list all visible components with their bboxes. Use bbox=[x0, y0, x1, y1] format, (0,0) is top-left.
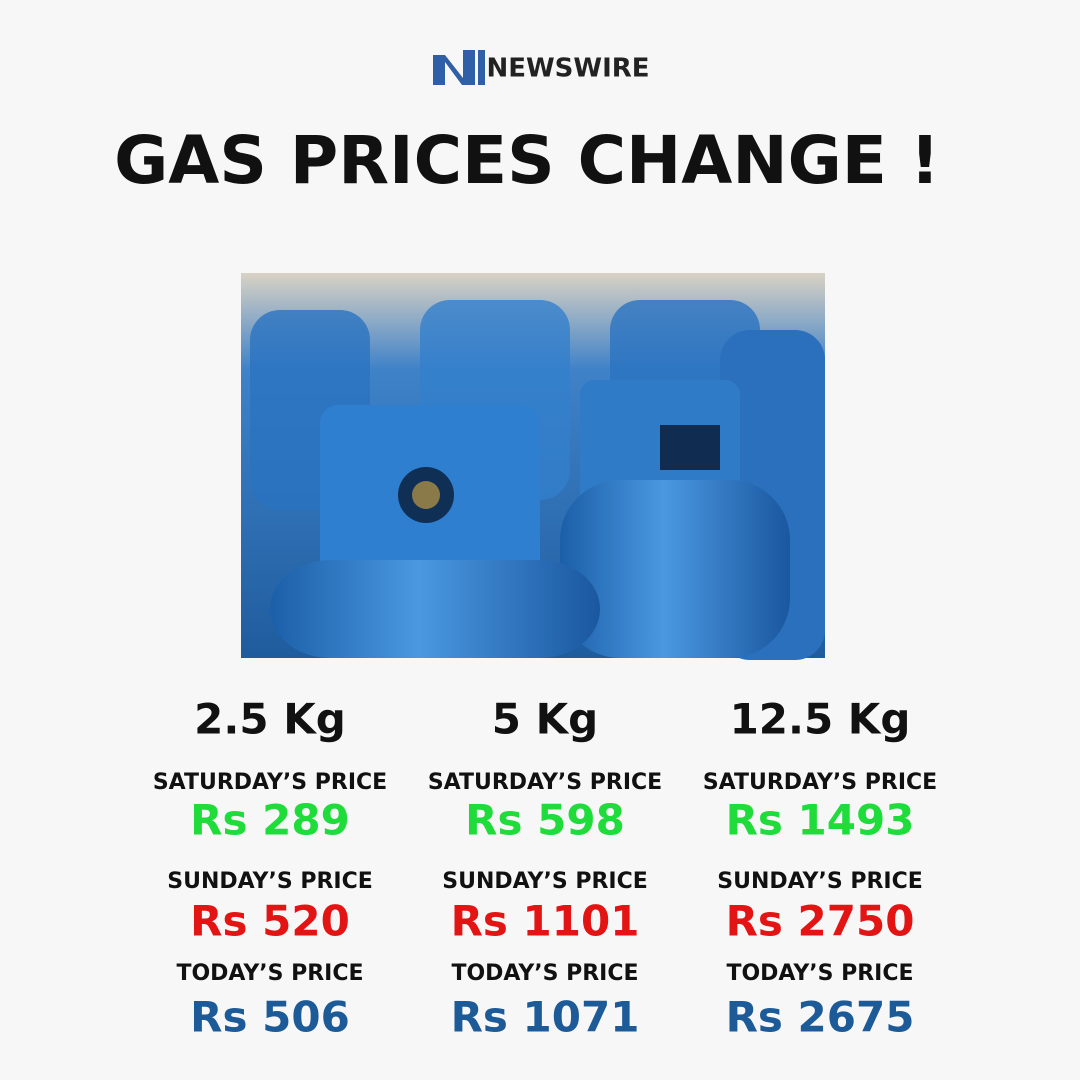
size-label: 12.5 Kg bbox=[730, 695, 911, 744]
price-label: SATURDAY’S PRICE bbox=[703, 770, 937, 795]
price-label: SATURDAY’S PRICE bbox=[428, 770, 662, 795]
price-value: Rs 506 bbox=[190, 993, 350, 1042]
price-value: Rs 520 bbox=[190, 897, 350, 946]
price-value: Rs 289 bbox=[190, 796, 350, 845]
price-value: Rs 1101 bbox=[451, 897, 640, 946]
price-label: SUNDAY’S PRICE bbox=[167, 869, 373, 894]
price-value: Rs 598 bbox=[465, 796, 625, 845]
size-label: 5 Kg bbox=[492, 695, 598, 744]
price-value: Rs 2675 bbox=[726, 993, 915, 1042]
price-value: Rs 1071 bbox=[451, 993, 640, 1042]
price-value: Rs 2750 bbox=[726, 897, 915, 946]
price-value: Rs 1493 bbox=[726, 796, 915, 845]
logo-icon bbox=[433, 50, 485, 85]
photo bbox=[241, 273, 825, 660]
title: GAS PRICES CHANGE ! bbox=[114, 122, 940, 199]
price-label: SUNDAY’S PRICE bbox=[442, 869, 648, 894]
price-label: TODAY’S PRICE bbox=[176, 961, 363, 986]
price-label: SUNDAY’S PRICE bbox=[717, 869, 923, 894]
size-label: 2.5 Kg bbox=[194, 695, 346, 744]
brand: NEWSWIRE bbox=[486, 54, 649, 84]
price-label: TODAY’S PRICE bbox=[726, 961, 913, 986]
price-label: SATURDAY’S PRICE bbox=[153, 770, 387, 795]
price-label: TODAY’S PRICE bbox=[451, 961, 638, 986]
